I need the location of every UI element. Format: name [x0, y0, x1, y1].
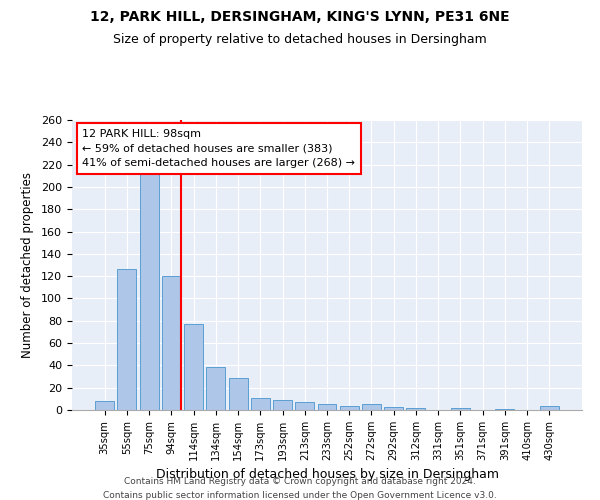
- X-axis label: Distribution of detached houses by size in Dersingham: Distribution of detached houses by size …: [155, 468, 499, 481]
- Text: Size of property relative to detached houses in Dersingham: Size of property relative to detached ho…: [113, 32, 487, 46]
- Text: Contains public sector information licensed under the Open Government Licence v3: Contains public sector information licen…: [103, 491, 497, 500]
- Bar: [95, 401, 114, 410]
- Bar: [273, 400, 292, 410]
- Bar: [496, 409, 514, 410]
- Bar: [317, 404, 337, 410]
- Bar: [295, 402, 314, 410]
- Bar: [140, 167, 158, 410]
- Text: Contains HM Land Registry data © Crown copyright and database right 2024.: Contains HM Land Registry data © Crown c…: [124, 478, 476, 486]
- Text: 12 PARK HILL: 98sqm
← 59% of detached houses are smaller (383)
41% of semi-detac: 12 PARK HILL: 98sqm ← 59% of detached ho…: [82, 128, 355, 168]
- Text: 12, PARK HILL, DERSINGHAM, KING'S LYNN, PE31 6NE: 12, PARK HILL, DERSINGHAM, KING'S LYNN, …: [90, 10, 510, 24]
- Bar: [206, 366, 225, 410]
- Bar: [540, 406, 559, 410]
- Bar: [451, 408, 470, 410]
- Bar: [251, 398, 270, 410]
- Bar: [118, 270, 136, 410]
- Bar: [162, 276, 181, 410]
- Bar: [340, 406, 359, 410]
- Bar: [229, 378, 248, 410]
- Bar: [362, 404, 381, 410]
- Y-axis label: Number of detached properties: Number of detached properties: [21, 172, 34, 358]
- Bar: [384, 406, 403, 410]
- Bar: [184, 324, 203, 410]
- Bar: [406, 408, 425, 410]
